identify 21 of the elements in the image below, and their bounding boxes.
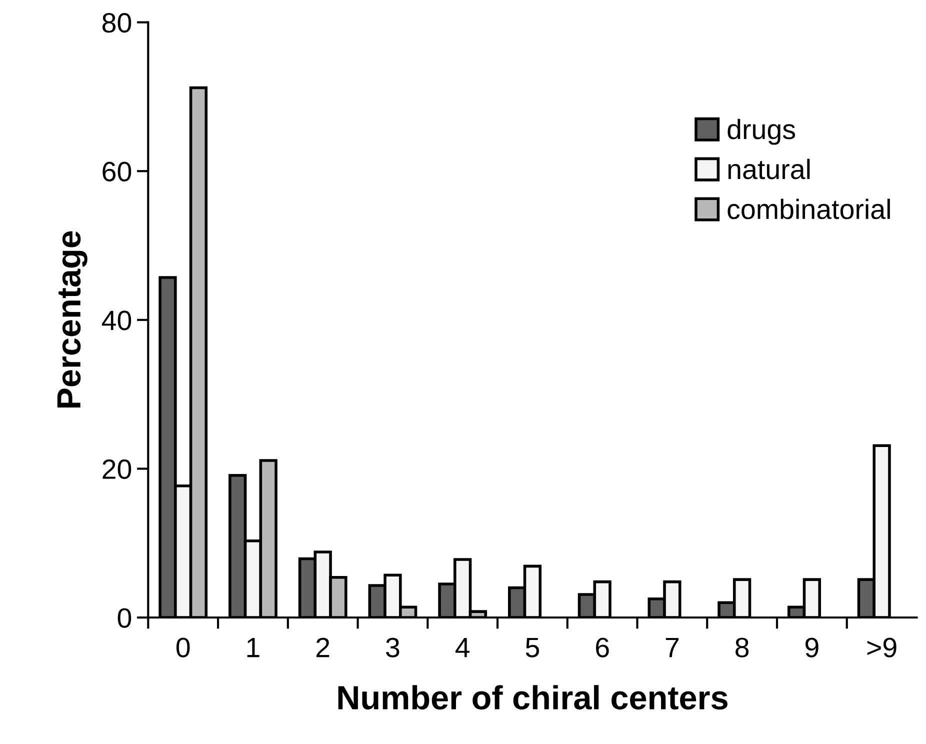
x-tick-label: 4 (455, 638, 470, 658)
x-tick-label: 2 (316, 638, 330, 658)
x-tick-label: 6 (596, 638, 609, 658)
x-tick-label: 7 (666, 638, 679, 658)
x-tick-label: 0 (176, 638, 190, 658)
x-tick-label: 5 (526, 638, 540, 658)
x-tick-label: 9 (806, 638, 818, 658)
x-axis-title: Number of chiral centers (338, 685, 728, 710)
y-tick-label: 40 (102, 310, 132, 330)
y-tick-label: 60 (102, 162, 132, 182)
legend-label: natural (728, 158, 810, 180)
legend-label: combinatorial (728, 198, 890, 220)
y-tick-label: 20 (102, 459, 132, 480)
y-tick-label: 80 (102, 12, 132, 33)
x-tick-label: 8 (736, 638, 749, 658)
x-tick-label: 1 (247, 638, 260, 658)
y-axis-title: Percentage (57, 231, 88, 408)
x-tick-label: >9 (867, 638, 896, 658)
x-tick-label: 3 (386, 638, 400, 658)
legend-label: drugs (728, 118, 796, 145)
y-tick-label: 0 (118, 608, 132, 628)
